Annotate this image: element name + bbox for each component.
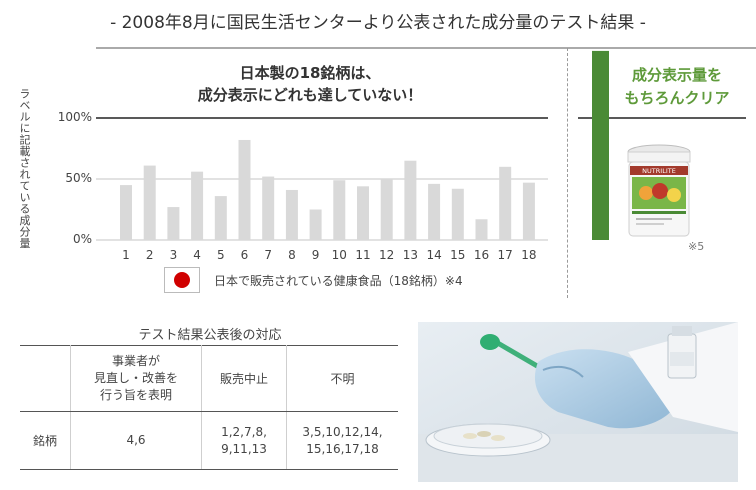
- x-tick-label: 9: [312, 248, 320, 262]
- product-brand-text: NUTRILITE: [642, 167, 676, 175]
- bar: [167, 207, 180, 240]
- table-header-improve-line: 行う旨を表明: [99, 388, 172, 402]
- bar: [143, 165, 156, 240]
- table-header-improve-line: 見直し・改善を: [93, 371, 178, 385]
- x-tick-label: 4: [193, 248, 201, 262]
- table-header-improve: 事業者が 見直し・改善を 行う旨を表明: [70, 345, 202, 412]
- x-tick-label: 15: [450, 248, 465, 262]
- x-tick-label: 16: [474, 248, 489, 262]
- table-header-unknown: 不明: [286, 345, 398, 412]
- x-tick-label: 7: [264, 248, 272, 262]
- table-header-unknown-label: 不明: [330, 372, 355, 386]
- table-cell-discontinued: 1,2,7,8, 9,11,13: [201, 411, 287, 470]
- table-header-discontinued-label: 販売中止: [219, 372, 268, 386]
- table-header-empty: [20, 345, 71, 412]
- comparison-caption: 成分表示量を もちろんクリア: [612, 64, 742, 110]
- bar-chart: 1 2 3 4 5 6 7 8 9 10 11 12 13 14 15 16 17 18: [96, 47, 756, 262]
- bar: [357, 186, 369, 240]
- x-tick-label: 1: [122, 248, 130, 262]
- y-tick-label: 50%: [65, 171, 92, 185]
- table-header-row: 事業者が 見直し・改善を 行う旨を表明 販売中止 不明: [20, 345, 398, 412]
- table-cell-unknown: 3,5,10,12,14, 15,16,17,18: [286, 411, 398, 470]
- bar: [238, 139, 251, 240]
- chart-headline: 日本製の18銘柄は、 成分表示にどれも達していない！: [110, 62, 510, 106]
- comparison-caption-line-2: もちろんクリア: [624, 89, 730, 107]
- table-cell-improve: 4,6: [70, 411, 202, 470]
- bar: [333, 180, 346, 240]
- bar: [285, 189, 298, 240]
- table-title: テスト結果公表後の対応: [138, 328, 282, 343]
- table-cell-line: 3,5,10,12,14,: [302, 424, 383, 439]
- y-tick-label: 0%: [72, 232, 92, 246]
- bar: [499, 166, 512, 240]
- bar: [522, 182, 535, 240]
- flag-red-circle: [174, 272, 190, 288]
- chart-headline-line-1: 日本製の18銘柄は、: [239, 64, 381, 82]
- table-row-label: 銘柄: [20, 411, 71, 470]
- response-table: 事業者が 見直し・改善を 行う旨を表明 販売中止 不明 銘柄 4,6 1,2,7…: [20, 345, 398, 470]
- x-tick-label: 6: [241, 248, 249, 262]
- comparison-caption-line-1: 成分表示量を: [631, 66, 722, 84]
- bar: [451, 188, 464, 240]
- footnote-5: ※5: [688, 240, 705, 253]
- x-tick-label: 10: [332, 248, 347, 262]
- bar: [262, 176, 275, 240]
- x-tick-label: 13: [403, 248, 418, 262]
- x-tick-label: 8: [288, 248, 296, 262]
- japan-flag-icon: [164, 267, 200, 293]
- table-cell-line: 4,6: [126, 433, 146, 447]
- bar: [380, 179, 393, 240]
- table-header-discontinued: 販売中止: [201, 345, 287, 412]
- divider-line: [567, 48, 568, 298]
- bar: [191, 171, 204, 240]
- x-tick-label: 5: [217, 248, 225, 262]
- table-cell-line: 9,11,13: [221, 441, 267, 456]
- x-tick-label: 3: [170, 248, 178, 262]
- legend-label: 日本で販売されている健康食品（18銘柄）※4: [214, 274, 463, 288]
- comparison-bar: [592, 50, 609, 241]
- lab-photo-image: [418, 322, 738, 482]
- x-tick-label: 18: [521, 248, 536, 262]
- bar: [214, 196, 227, 240]
- table-cell-line: 1,2,7,8,: [221, 424, 267, 439]
- bar: [428, 183, 441, 240]
- y-axis-label: ラベルに記載されている成分量: [18, 88, 31, 249]
- x-tick-label: 12: [379, 248, 394, 262]
- chart-headline-line-2: 成分表示にどれも達していない！: [197, 86, 423, 104]
- bar: [404, 160, 417, 240]
- product-jar-image: NUTRILITE: [627, 144, 691, 237]
- bar: [120, 185, 132, 240]
- page-title: - 2008年8月に国民生活センターより公表された成分量のテスト結果 -: [110, 13, 646, 33]
- x-tick-label: 11: [355, 248, 370, 262]
- table-row: 銘柄 4,6 1,2,7,8, 9,11,13 3,5,10,12,14, 15…: [20, 411, 398, 470]
- bar: [475, 219, 488, 240]
- x-tick-label: 14: [426, 248, 441, 262]
- bar: [309, 209, 322, 240]
- x-tick-label: 2: [146, 248, 154, 262]
- table-header-improve-line: 事業者が: [111, 354, 160, 368]
- y-tick-label: 100%: [57, 110, 92, 124]
- table-cell-line: 15,16,17,18: [306, 441, 379, 456]
- x-tick-label: 17: [498, 248, 513, 262]
